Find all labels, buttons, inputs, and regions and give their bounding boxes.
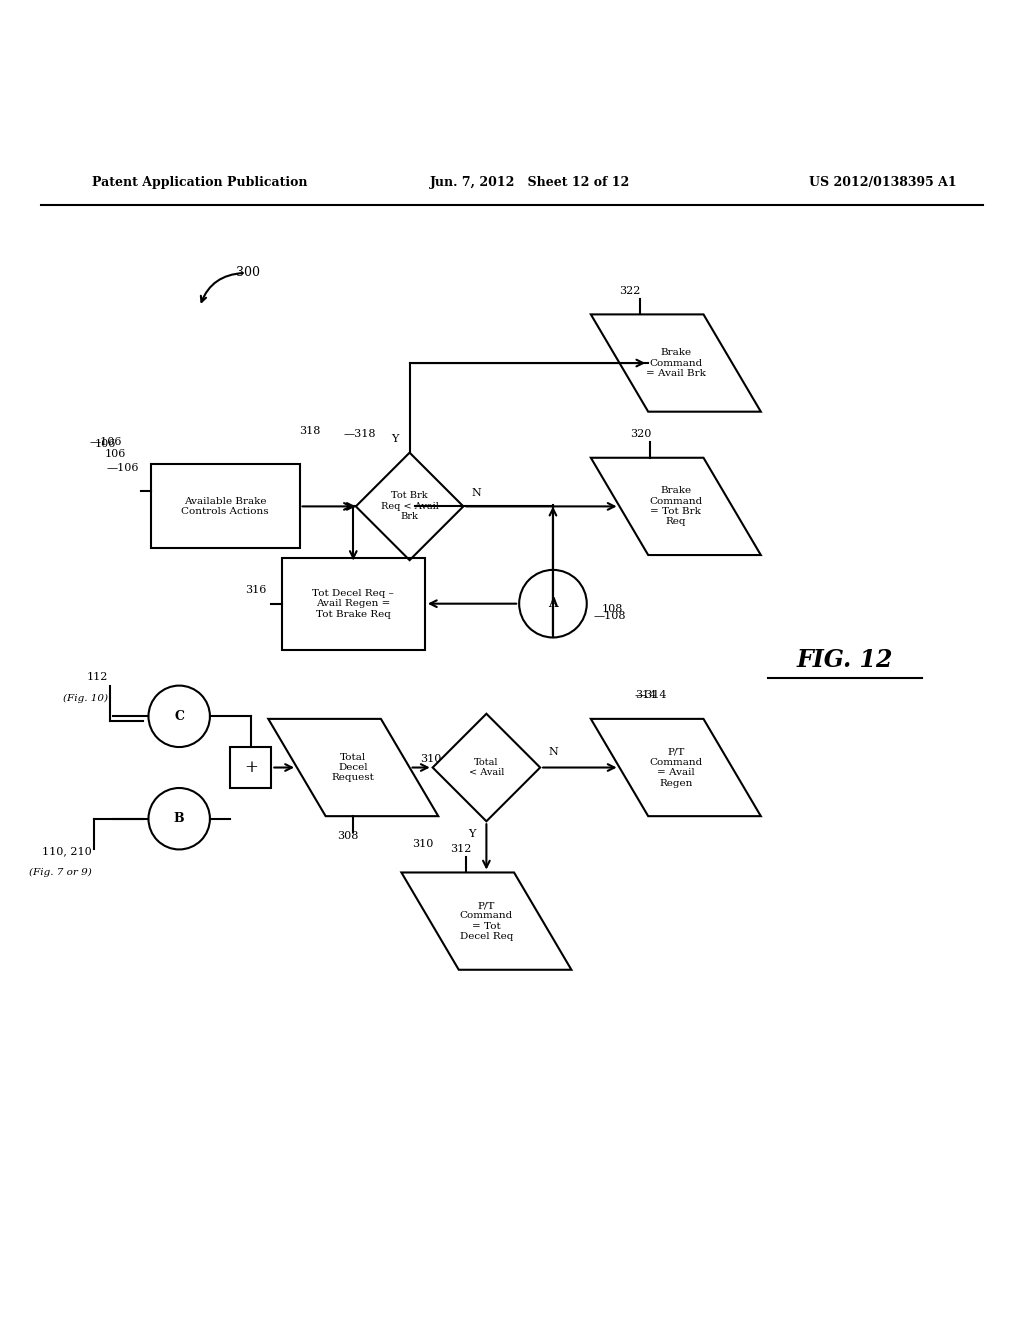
Text: —318: —318 — [344, 429, 376, 440]
Text: 316: 316 — [245, 586, 266, 595]
Text: 310: 310 — [420, 755, 441, 764]
Text: Total
Decel
Request: Total Decel Request — [332, 752, 375, 783]
Text: 106: 106 — [95, 440, 116, 449]
Text: (Fig. 7 or 9): (Fig. 7 or 9) — [30, 869, 92, 876]
Text: —314: —314 — [635, 690, 668, 701]
Text: Total
< Avail: Total < Avail — [469, 758, 504, 777]
Text: 110, 210: 110, 210 — [42, 846, 92, 857]
Text: A: A — [548, 597, 558, 610]
Text: 320: 320 — [630, 429, 651, 440]
Text: —106: —106 — [106, 462, 139, 473]
Text: —106: —106 — [90, 437, 122, 447]
Text: 112: 112 — [86, 672, 108, 682]
Text: Brake
Command
= Avail Brk: Brake Command = Avail Brk — [646, 348, 706, 378]
Text: Y: Y — [391, 434, 398, 445]
Text: Y: Y — [468, 829, 475, 838]
Bar — [152, 465, 299, 548]
Text: 314: 314 — [635, 690, 656, 701]
Text: FIG. 12: FIG. 12 — [797, 648, 893, 672]
Text: B: B — [174, 812, 184, 825]
Text: (Fig. 10): (Fig. 10) — [62, 694, 108, 704]
Text: 300: 300 — [236, 267, 259, 279]
Text: 312: 312 — [451, 843, 472, 854]
Text: +: + — [244, 759, 258, 776]
Text: 322: 322 — [620, 286, 641, 296]
Text: 318: 318 — [300, 426, 321, 436]
Text: C: C — [174, 710, 184, 723]
Text: Available Brake
Controls Actions: Available Brake Controls Actions — [181, 496, 269, 516]
Text: N: N — [549, 747, 558, 758]
Text: N: N — [471, 488, 481, 498]
Text: Tot Brk
Req < Avail
Brk: Tot Brk Req < Avail Brk — [381, 491, 438, 521]
Text: Brake
Command
= Tot Brk
Req: Brake Command = Tot Brk Req — [649, 486, 702, 527]
Text: 308: 308 — [338, 830, 358, 841]
Text: P/T
Command
= Tot
Decel Req: P/T Command = Tot Decel Req — [460, 902, 513, 941]
Text: Patent Application Publication: Patent Application Publication — [92, 177, 307, 189]
Text: —108: —108 — [594, 611, 627, 620]
Bar — [282, 557, 425, 649]
Text: Tot Decel Req –
Avail Regen =
Tot Brake Req: Tot Decel Req – Avail Regen = Tot Brake … — [312, 589, 394, 619]
Bar — [230, 747, 271, 788]
Text: Jun. 7, 2012   Sheet 12 of 12: Jun. 7, 2012 Sheet 12 of 12 — [430, 177, 631, 189]
Text: P/T
Command
= Avail
Regen: P/T Command = Avail Regen — [649, 747, 702, 788]
Text: 106: 106 — [105, 449, 126, 459]
Text: 310: 310 — [412, 840, 433, 849]
Text: 108: 108 — [602, 603, 624, 614]
Text: US 2012/0138395 A1: US 2012/0138395 A1 — [809, 177, 956, 189]
